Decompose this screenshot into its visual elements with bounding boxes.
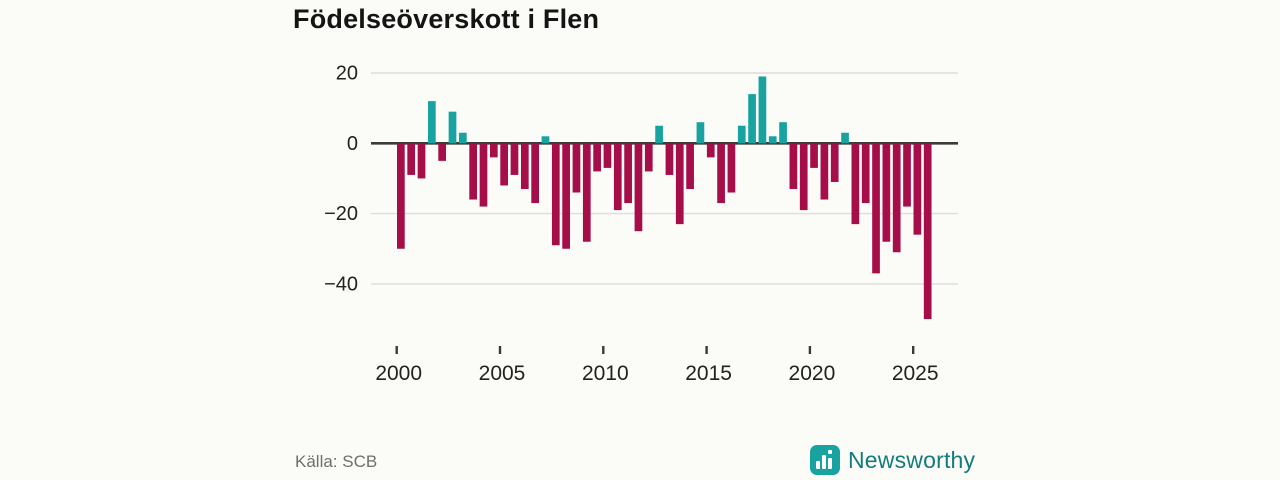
bar-2017-H1 bbox=[748, 94, 756, 144]
bar-2005-H1 bbox=[500, 143, 508, 186]
y-axis-label: −20 bbox=[324, 203, 358, 225]
bar-2025-H2 bbox=[923, 143, 932, 320]
bar-2025-H1 bbox=[913, 143, 922, 235]
bar-2004-H2 bbox=[489, 143, 498, 158]
bar-2014-H2 bbox=[696, 122, 705, 144]
bar-2015-H2 bbox=[717, 143, 725, 204]
bar-chart-icon bbox=[810, 445, 840, 475]
bar-2010-H1 bbox=[603, 143, 612, 168]
bar-2011-H2 bbox=[634, 143, 643, 232]
bar-2001-H1 bbox=[417, 143, 426, 179]
newsworthy-logo: Newsworthy bbox=[810, 445, 975, 475]
bar-2012-H2 bbox=[655, 125, 663, 144]
bar-2003-H1 bbox=[458, 132, 467, 144]
bar-2024-H1 bbox=[892, 143, 901, 253]
bar-2000-H1 bbox=[397, 143, 405, 249]
x-axis-label: 2020 bbox=[789, 362, 836, 385]
bar-2023-H1 bbox=[872, 143, 880, 274]
x-axis-label: 2005 bbox=[479, 362, 526, 385]
y-axis-label: 20 bbox=[336, 63, 358, 85]
bar-2000-H2 bbox=[407, 143, 416, 175]
bar-2004-H1 bbox=[479, 143, 488, 207]
bar-2001-H2 bbox=[427, 101, 436, 144]
bar-2013-H2 bbox=[675, 143, 684, 225]
bar-2019-H2 bbox=[799, 143, 808, 211]
bar-2002-H2 bbox=[448, 111, 457, 144]
bar-2005-H2 bbox=[510, 143, 519, 175]
bar-2007-H2 bbox=[551, 143, 560, 246]
bar-2018-H1 bbox=[768, 136, 777, 144]
bar-2020-H2 bbox=[820, 143, 829, 200]
bar-2024-H2 bbox=[903, 143, 911, 207]
brand-name: Newsworthy bbox=[848, 446, 976, 473]
bar-2019-H1 bbox=[789, 143, 798, 189]
bar-2021-H1 bbox=[830, 143, 839, 182]
bar-2020-H1 bbox=[810, 143, 818, 168]
bar-2010-H2 bbox=[613, 143, 622, 211]
x-axis-label: 2010 bbox=[582, 362, 629, 385]
chart-title: Födelseöverskott i Flen bbox=[293, 4, 600, 34]
bar-2016-H1 bbox=[727, 143, 736, 193]
bar-2013-H1 bbox=[665, 143, 674, 175]
bar-2006-H1 bbox=[520, 143, 529, 189]
bar-2011-H1 bbox=[624, 143, 632, 204]
x-axis-label: 2025 bbox=[892, 362, 939, 385]
bar-2015-H1 bbox=[706, 143, 715, 158]
bar-2014-H1 bbox=[686, 143, 694, 189]
bar-2022-H1 bbox=[851, 143, 860, 225]
y-axis-label: −40 bbox=[324, 273, 358, 295]
bar-2017-H2 bbox=[758, 76, 767, 144]
x-axis-label: 2015 bbox=[685, 362, 732, 385]
bar-2003-H2 bbox=[469, 143, 478, 200]
bar-2021-H2 bbox=[841, 132, 849, 144]
bar-2016-H2 bbox=[737, 125, 746, 144]
bar-2009-H2 bbox=[593, 143, 601, 172]
source-label: Källa: SCB bbox=[295, 452, 378, 471]
bar-2008-H2 bbox=[572, 143, 581, 193]
bar-2012-H1 bbox=[644, 143, 653, 172]
bar-2009-H1 bbox=[582, 143, 591, 242]
bar-2002-H1 bbox=[438, 143, 447, 161]
bar-2008-H1 bbox=[562, 143, 570, 249]
bar-2023-H2 bbox=[882, 143, 891, 242]
y-axis-label: 0 bbox=[347, 133, 358, 155]
bar-2006-H2 bbox=[531, 143, 539, 204]
bar-2018-H2 bbox=[779, 122, 787, 144]
x-axis-label: 2000 bbox=[375, 362, 422, 385]
bar-2007-H1 bbox=[541, 136, 550, 144]
bar-2022-H2 bbox=[861, 143, 870, 204]
